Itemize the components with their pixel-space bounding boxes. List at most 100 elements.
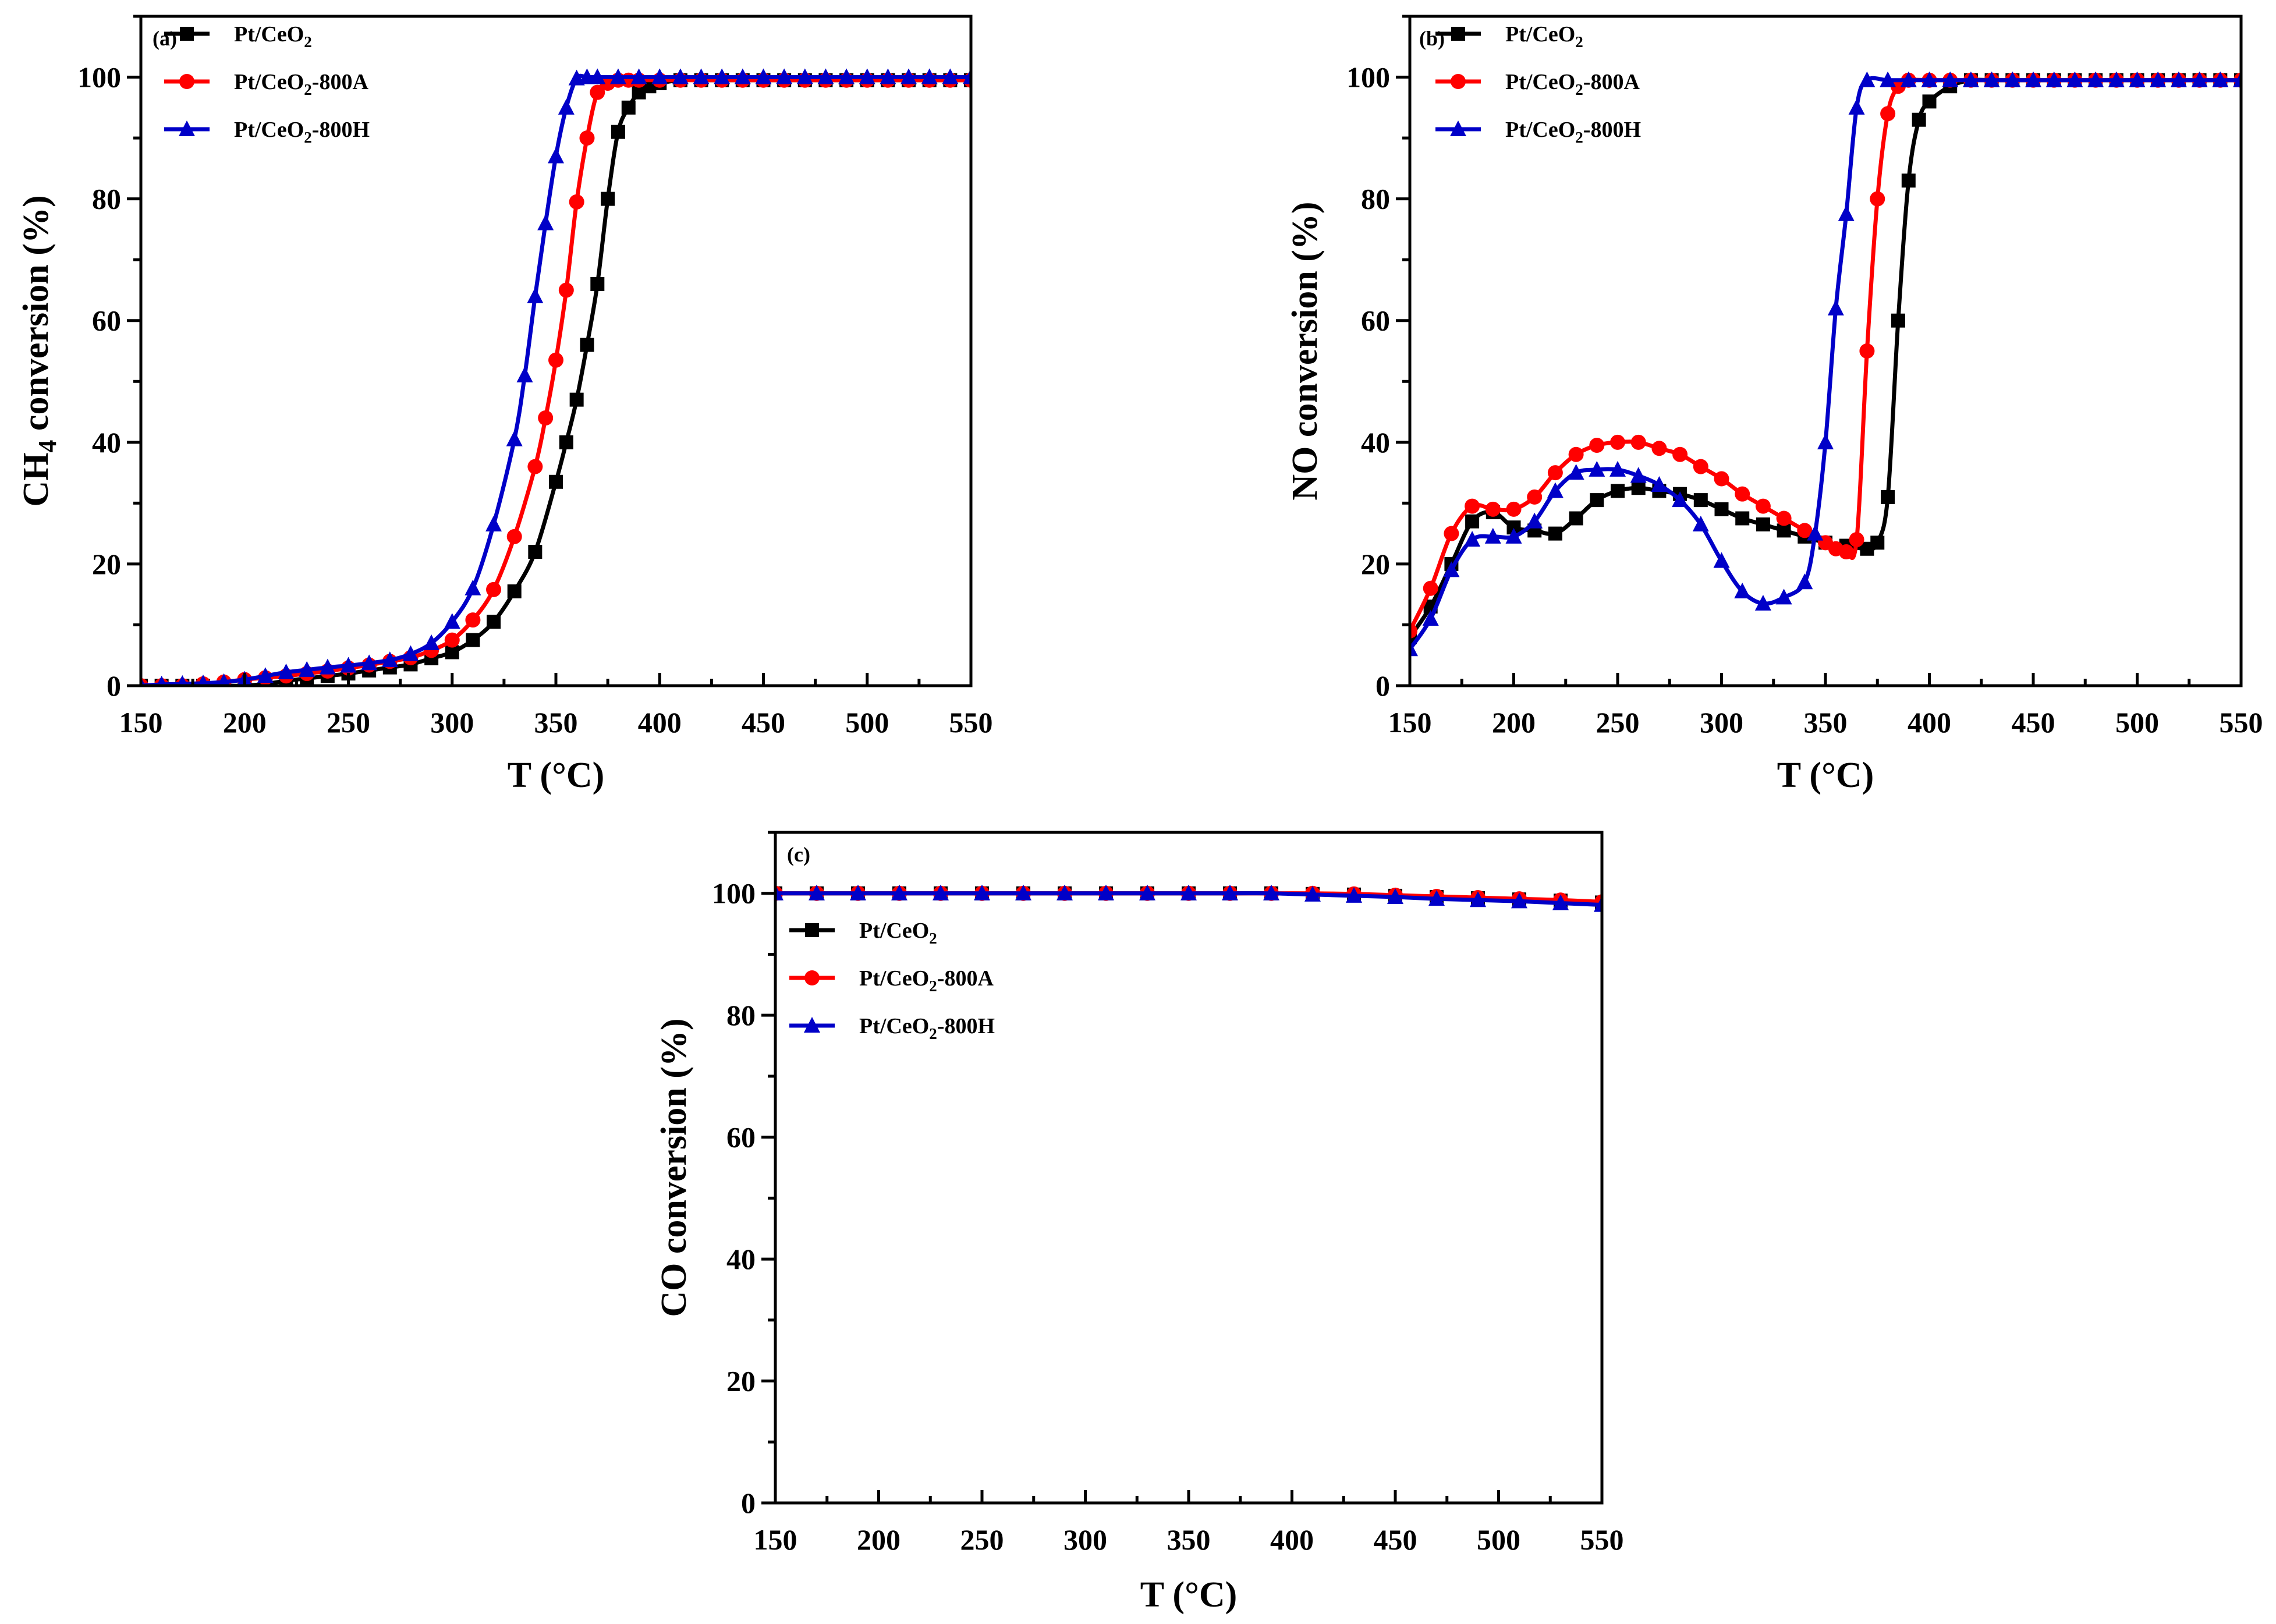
data-point <box>1443 561 1460 577</box>
data-point <box>1817 433 1834 449</box>
y-axis-title: NO conversion (%) <box>1285 201 1325 500</box>
series-line-3 <box>1410 76 2241 651</box>
y-tick-label: 100 <box>712 877 756 910</box>
data-point <box>1410 623 1417 639</box>
y-tick-label: 60 <box>1361 304 1390 337</box>
data-point <box>1796 573 1813 590</box>
x-tick-label: 150 <box>119 706 163 739</box>
data-point <box>1465 514 1480 529</box>
data-point <box>1891 313 1905 328</box>
data-point <box>2066 71 2083 87</box>
data-point <box>611 125 625 139</box>
x-tick-label: 350 <box>534 706 578 739</box>
data-point <box>579 130 595 146</box>
y-tick-label: 40 <box>1361 426 1390 459</box>
chart-panel-a: 150 200 250 300 350 400 450 500 550 0 20 40 60 80 100 T… <box>16 15 993 795</box>
data-point <box>1859 71 1876 87</box>
data-point <box>156 675 167 686</box>
data-point <box>1775 588 1792 605</box>
data-point <box>1859 343 1875 359</box>
legend-marker-1 <box>180 27 194 41</box>
x-tick-label: 450 <box>742 706 785 739</box>
data-point <box>2191 71 2208 87</box>
data-point <box>1222 884 1238 900</box>
data-point <box>734 68 751 84</box>
data-point <box>630 68 647 84</box>
data-point <box>548 147 564 164</box>
legend-marker-3 <box>179 120 195 136</box>
data-point <box>2212 71 2229 87</box>
data-point <box>1651 476 1668 492</box>
data-point <box>1807 524 1824 541</box>
data-point <box>974 884 990 900</box>
legend: Pt/CeO2 Pt/CeO2-800A Pt/CeO2-800H <box>164 22 370 146</box>
legend-marker-2 <box>804 970 820 985</box>
data-point <box>776 68 793 84</box>
data-point <box>1754 594 1771 611</box>
y-tick-label: 100 <box>77 61 121 94</box>
x-tick-label: 300 <box>1063 1523 1107 1556</box>
panel-label: (b) <box>1419 27 1445 50</box>
data-point <box>1610 434 1625 450</box>
data-point <box>1589 460 1605 477</box>
data-point <box>381 651 398 668</box>
data-point <box>1983 71 2000 87</box>
data-point <box>1901 173 1916 188</box>
data-point <box>1611 484 1625 498</box>
x-tick-label: 500 <box>1477 1523 1520 1556</box>
data-point <box>1672 446 1688 462</box>
y-tick-label: 0 <box>741 1487 756 1519</box>
x-tick-label: 350 <box>1167 1523 1211 1556</box>
y-tick-label: 20 <box>726 1365 756 1398</box>
x-axis-title: T (°C) <box>1777 756 1874 795</box>
legend-marker-3 <box>804 1017 820 1033</box>
x-tick-label: 200 <box>1492 706 1536 739</box>
data-point <box>942 68 959 84</box>
data-point <box>1713 552 1730 568</box>
data-point <box>921 68 938 84</box>
data-point <box>1672 491 1689 508</box>
data-point <box>1410 640 1418 657</box>
data-point <box>528 545 543 559</box>
data-point <box>850 884 866 900</box>
data-point <box>1630 467 1647 483</box>
x-tick-label: 250 <box>1596 706 1640 739</box>
data-point <box>775 884 784 900</box>
data-point <box>485 515 502 531</box>
data-point <box>1848 98 1865 115</box>
data-point <box>506 529 522 544</box>
legend-marker-2 <box>179 74 194 89</box>
data-point <box>2087 71 2104 87</box>
x-tick-label: 300 <box>430 706 474 739</box>
x-tick-label: 250 <box>960 1523 1004 1556</box>
x-axis-title: T (°C) <box>508 756 605 795</box>
data-point <box>2108 71 2125 87</box>
data-point <box>278 664 295 679</box>
data-point <box>1526 512 1543 529</box>
data-point <box>1548 526 1562 541</box>
data-point <box>559 435 573 449</box>
data-point <box>1589 438 1605 453</box>
y-tick-label: 100 <box>1346 61 1390 94</box>
data-point <box>423 634 440 650</box>
data-point <box>1755 498 1771 514</box>
data-point <box>809 884 825 900</box>
data-point <box>1470 891 1486 907</box>
y-tick-label: 40 <box>92 426 121 459</box>
x-tick-label: 400 <box>1270 1523 1314 1556</box>
data-point <box>891 884 907 900</box>
data-point <box>838 68 855 84</box>
x-tick-label: 450 <box>2012 706 2055 739</box>
data-point <box>2004 71 2021 87</box>
data-point <box>257 667 274 683</box>
data-point <box>1015 884 1031 900</box>
data-point <box>1552 894 1569 910</box>
legend-label-3: Pt/CeO2-800H <box>859 1014 995 1043</box>
series-markers-2 <box>1410 72 2241 639</box>
legend-label-2: Pt/CeO2-800A <box>859 966 994 995</box>
data-point <box>2045 71 2062 87</box>
data-point <box>1505 527 1522 544</box>
data-point <box>589 68 606 84</box>
data-point <box>466 633 480 647</box>
data-point <box>1630 434 1646 450</box>
